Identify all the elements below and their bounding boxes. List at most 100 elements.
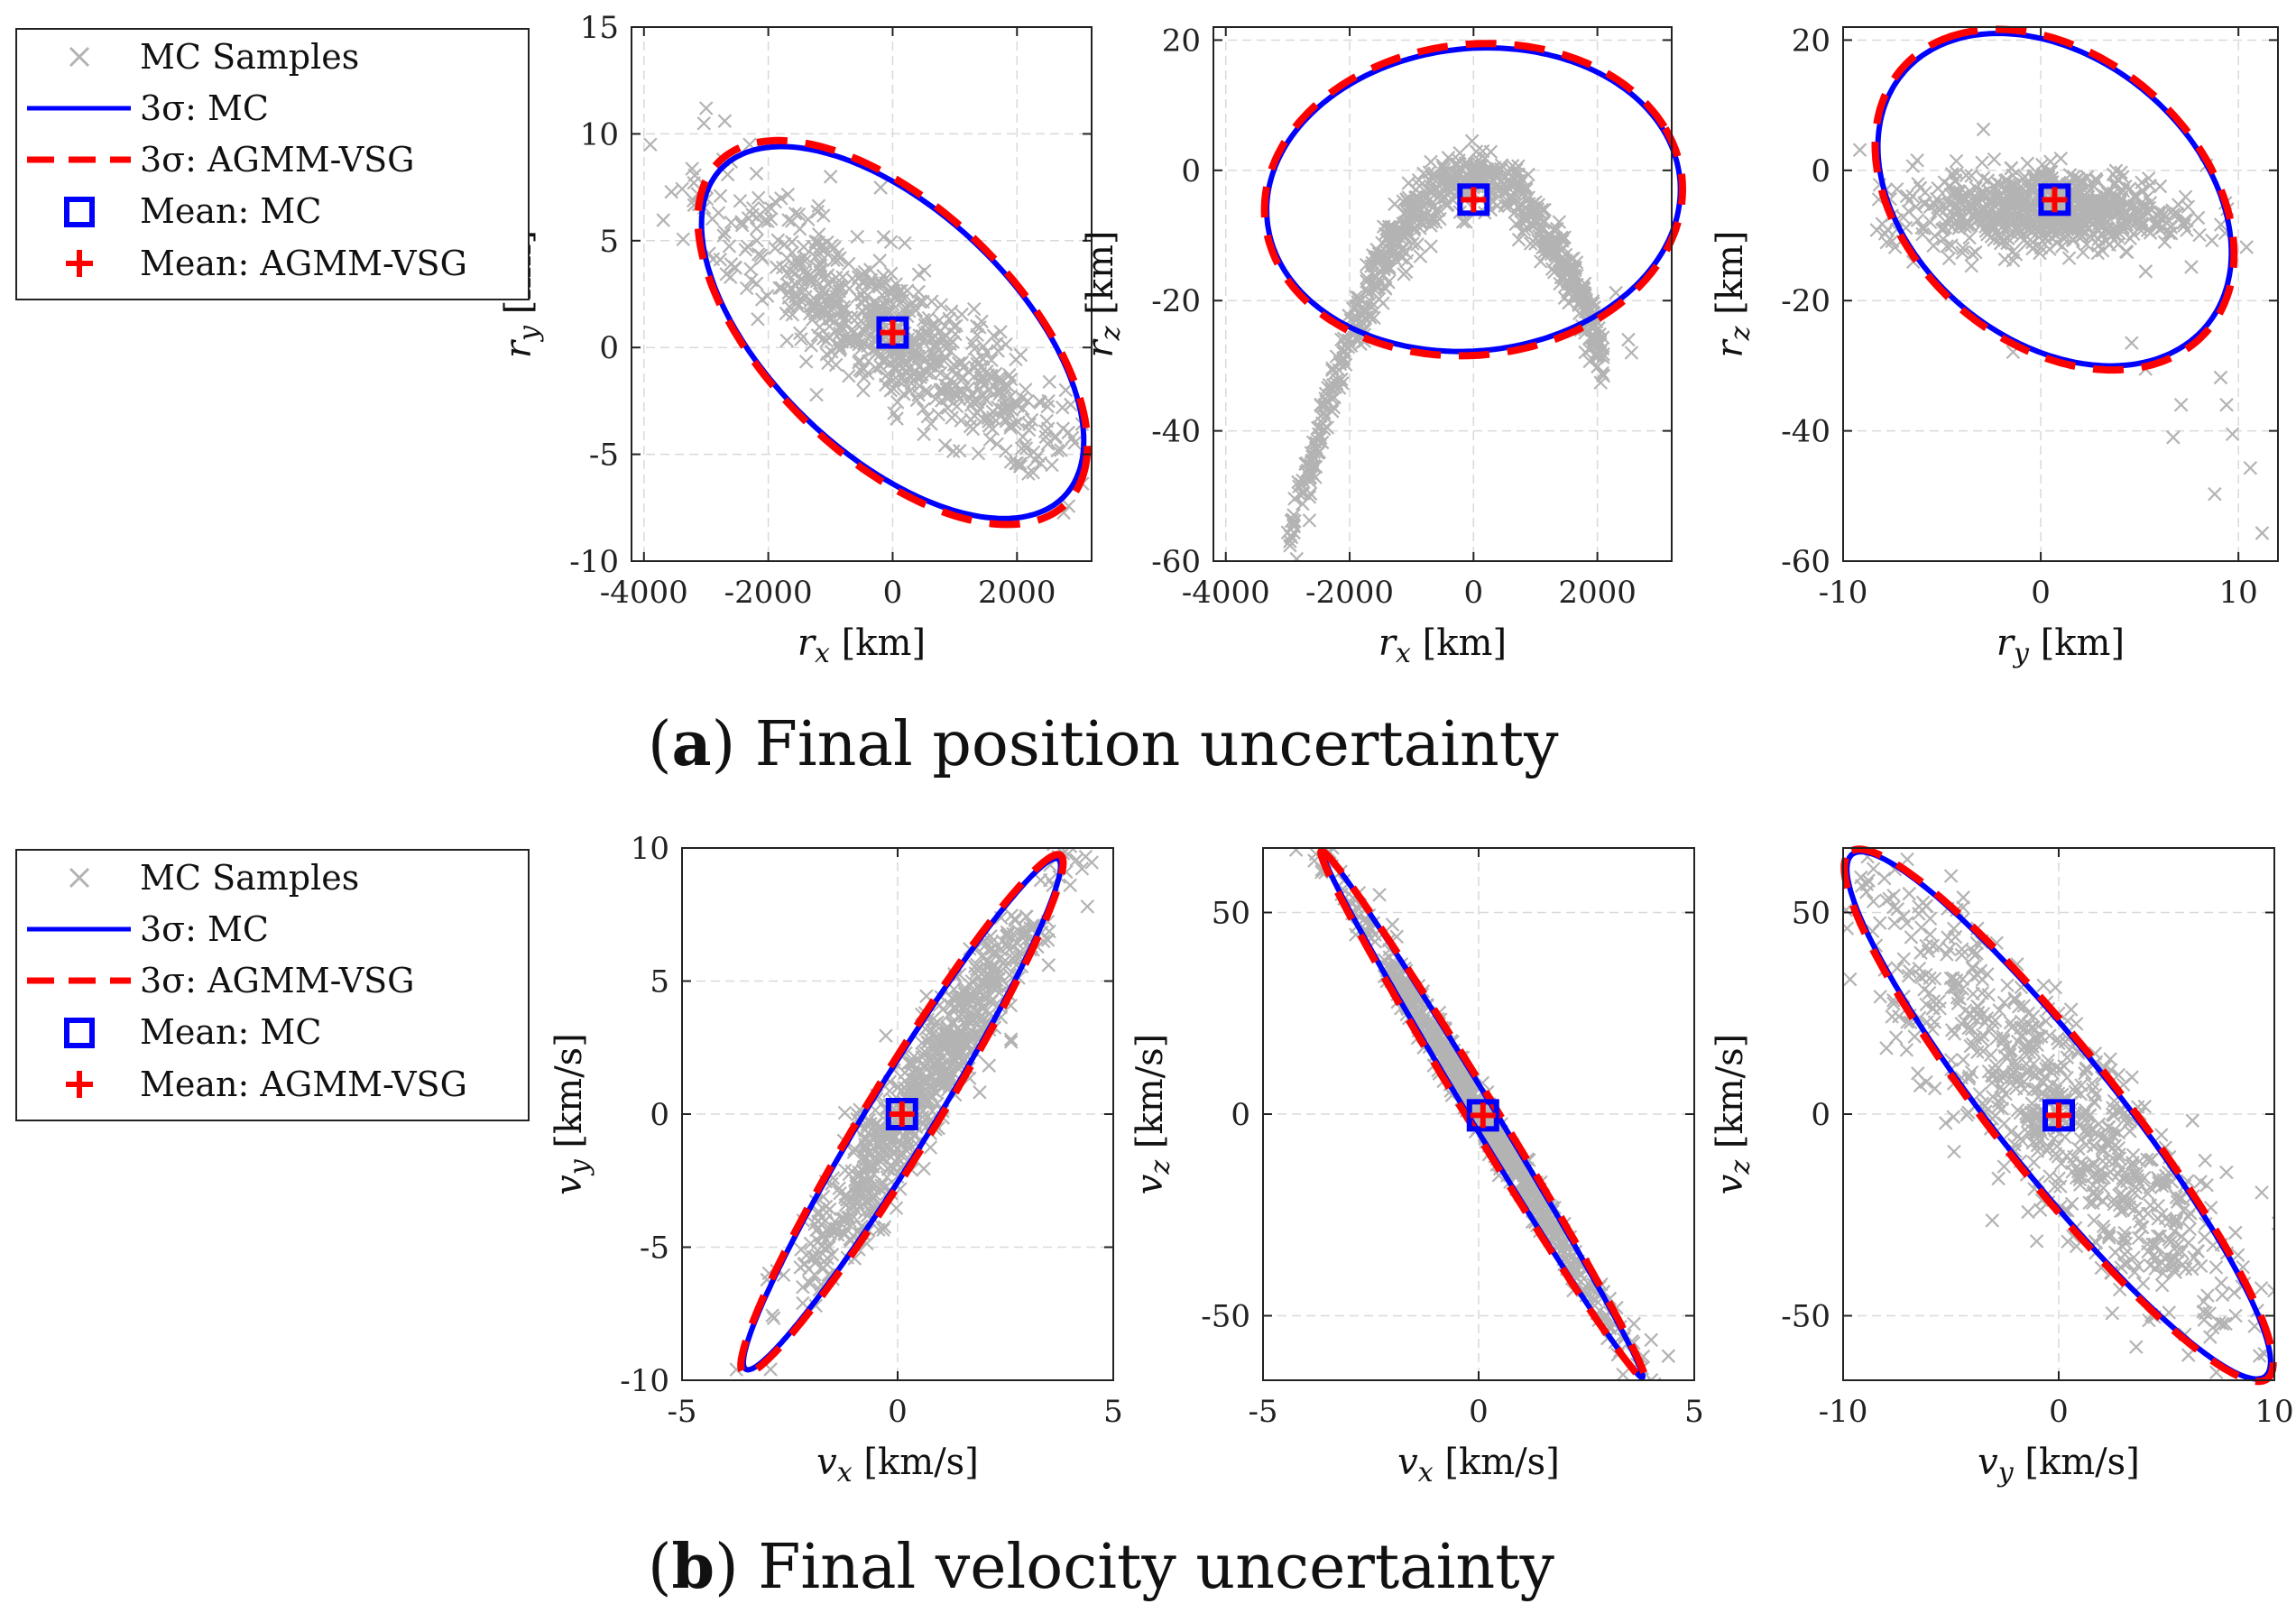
sample-point xyxy=(1360,271,1374,286)
sample-point xyxy=(1550,221,1564,236)
sample-point xyxy=(2289,1332,2296,1344)
legend-b-box xyxy=(15,849,530,1121)
ticks: -4000 -2000 0 2000 -10 -5 0 5 10 15 xyxy=(569,10,1092,611)
sample-point xyxy=(971,446,986,461)
sample-point xyxy=(2140,223,2155,238)
sample-point xyxy=(1534,221,1548,236)
x-axis-label: vx [km/s] xyxy=(816,1442,979,1489)
sample-point xyxy=(837,1105,853,1120)
sample-point xyxy=(1349,313,1364,327)
sample-point xyxy=(2183,1206,2198,1221)
sample-point xyxy=(1952,200,1967,215)
sample-point xyxy=(2177,218,2192,233)
y-tick-label: -5 xyxy=(589,438,619,474)
y-tick-label: 10 xyxy=(580,116,619,152)
sample-point xyxy=(1970,1045,1985,1060)
sample-point xyxy=(2158,1178,2173,1193)
sample-point xyxy=(904,370,919,384)
sample-point xyxy=(1997,173,2013,189)
sample-point xyxy=(717,114,733,128)
legend-a-samples-label: MC Samples xyxy=(140,37,359,77)
y-tick-label: -50 xyxy=(1781,1298,1830,1334)
sample-point xyxy=(916,401,931,417)
sample-point xyxy=(2019,1106,2033,1121)
y-tick-label: 20 xyxy=(1162,23,1201,59)
sample-point xyxy=(1283,534,1297,548)
sample-point xyxy=(1419,181,1434,197)
sample-point xyxy=(1018,383,1033,397)
sample-point xyxy=(772,281,787,295)
sample-point xyxy=(930,1015,945,1029)
x-tick-label: -5 xyxy=(667,1394,696,1430)
sample-point xyxy=(1621,332,1636,347)
sample-point xyxy=(868,1149,882,1165)
sample-point xyxy=(1661,1349,1676,1363)
sample-point xyxy=(711,206,726,220)
sample-point xyxy=(1302,513,1317,528)
sample-point xyxy=(1434,186,1449,201)
mean-mc-marker xyxy=(876,316,909,349)
sample-point xyxy=(1006,926,1020,941)
sample-point xyxy=(1923,911,1938,926)
sample-point xyxy=(1005,951,1020,966)
sample-point xyxy=(890,411,904,426)
sample-point xyxy=(2026,1045,2042,1059)
sample-point xyxy=(1384,959,1399,974)
sample-point xyxy=(719,267,733,281)
sample-point xyxy=(1280,525,1296,540)
sample-point xyxy=(877,1220,892,1234)
sample-point xyxy=(1945,219,1959,235)
sample-point xyxy=(1946,184,1961,199)
sample-point xyxy=(1343,338,1359,354)
x-tick-label: 0 xyxy=(888,1394,908,1430)
sample-point xyxy=(1004,908,1019,923)
sample-point xyxy=(1078,849,1093,864)
sample-point xyxy=(1578,288,1592,302)
sample-point xyxy=(2170,1194,2185,1209)
sample-point xyxy=(1969,1007,1985,1021)
sample-point xyxy=(2035,220,2051,235)
chart-ry_rz: -10 0 10 -60 -40 -20 0 20 ry [km] rz [km] xyxy=(1710,23,2279,669)
x-tick-label: 5 xyxy=(1684,1394,1704,1430)
sample-point xyxy=(1980,204,1996,219)
sample-point xyxy=(1531,234,1545,249)
sample-point xyxy=(1596,350,1610,364)
sample-point xyxy=(1975,1028,1990,1043)
sample-point xyxy=(779,333,794,348)
sample-point xyxy=(2039,1014,2053,1028)
sample-point xyxy=(607,152,620,165)
y-tick-label: -50 xyxy=(1201,1298,1250,1334)
sample-point xyxy=(1943,869,1959,883)
y-tick-label: 0 xyxy=(599,330,619,366)
sample-point xyxy=(2219,1165,2234,1180)
sample-point xyxy=(856,383,871,398)
sample-point xyxy=(2036,978,2051,993)
sample-point xyxy=(1311,427,1326,441)
sample-point xyxy=(2077,1109,2091,1123)
sample-point xyxy=(1589,346,1603,360)
sample-point xyxy=(954,355,970,370)
sample-point xyxy=(1895,210,1911,225)
sample-point xyxy=(2062,168,2078,182)
sample-point xyxy=(2255,526,2270,540)
sample-point xyxy=(2200,1288,2215,1303)
sample-point xyxy=(766,1311,781,1325)
sample-point xyxy=(1004,402,1019,418)
sample-point xyxy=(917,1089,932,1103)
sample-point xyxy=(716,228,731,243)
chart-rx_rz: -4000 -2000 0 2000 -60 -40 -20 0 20 rx [km] rz [km… xyxy=(1080,23,1687,669)
sample-point xyxy=(990,437,1004,452)
sample-point xyxy=(1843,972,1858,987)
sample-point xyxy=(803,1236,818,1251)
sample-point xyxy=(1028,453,1043,467)
sample-point xyxy=(1972,1087,1987,1101)
y-tick-label: -20 xyxy=(1151,283,1201,319)
sample-point xyxy=(1958,219,1972,234)
sample-point xyxy=(2089,213,2103,228)
sample-point xyxy=(993,409,1008,424)
mean-agmm-marker xyxy=(1461,187,1487,213)
sample-point xyxy=(945,444,961,459)
sample-point xyxy=(1094,442,1107,455)
x-tick-label: -10 xyxy=(1819,1394,1868,1430)
sample-point xyxy=(1821,871,1833,884)
